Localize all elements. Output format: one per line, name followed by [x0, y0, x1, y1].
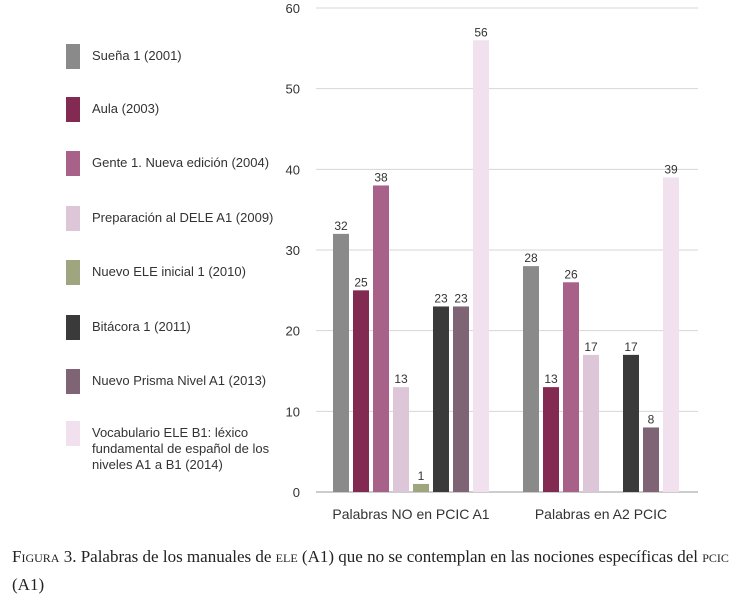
data-label: 17	[584, 340, 598, 354]
data-label: 28	[524, 251, 538, 265]
bar	[353, 290, 369, 492]
data-label: 38	[374, 170, 388, 184]
bar	[453, 306, 469, 492]
data-label: 26	[564, 267, 578, 281]
legend-swatch	[66, 44, 80, 69]
legend-swatch	[66, 151, 80, 176]
bar	[523, 266, 539, 492]
bar	[583, 354, 599, 492]
y-tick-label: 50	[286, 82, 300, 97]
chart-legend: Sueña 1 (2001) Aula (2003) Gente 1. Nueva …	[66, 0, 286, 520]
caption-number: 3.	[63, 547, 77, 566]
caption-abbr-ele: ele	[275, 547, 298, 566]
bar	[643, 427, 659, 492]
figure-caption: Figura 3. Palabras de los manuales de el…	[12, 543, 737, 599]
legend-label: Vocabulario ELE B1: léxico fundamental d…	[92, 425, 270, 472]
data-label: 23	[434, 291, 448, 305]
y-tick-label: 20	[286, 324, 300, 339]
data-label: 17	[624, 340, 638, 354]
y-tick-label: 40	[286, 162, 300, 177]
data-label: 8	[648, 412, 655, 426]
caption-abbr-pcic: pcic	[702, 547, 729, 566]
caption-text-3: (A1)	[12, 575, 45, 594]
data-label: 13	[394, 372, 408, 386]
y-tick-label: 60	[286, 1, 300, 16]
bar	[543, 387, 559, 492]
legend-swatch	[66, 260, 80, 285]
x-category-label: Palabras NO en PCIC A1	[332, 506, 489, 522]
data-label: 56	[474, 25, 488, 39]
bar	[623, 354, 639, 492]
y-tick-label: 10	[286, 404, 300, 419]
bar	[433, 306, 449, 492]
legend-label: Sueña 1 (2001)	[92, 48, 182, 63]
data-label: 32	[334, 219, 348, 233]
legend-label: Aula (2003)	[92, 101, 160, 116]
legend-label: Nuevo Prisma Nivel A1 (2013)	[92, 373, 267, 388]
caption-text-1: Palabras de los manuales de	[76, 547, 276, 566]
legend-swatch	[66, 206, 80, 231]
data-label: 23	[454, 291, 468, 305]
data-label: 25	[354, 275, 368, 289]
bar	[413, 483, 429, 492]
bar	[373, 185, 389, 492]
legend-swatch	[66, 421, 80, 446]
bar-chart: 0 10 20 30 40 50 60 32 28 25 13 38 26 13 17 1 23 17 23 8 56 3…	[286, 1, 698, 522]
legend-label: Preparación al DELE A1 (2009)	[92, 210, 274, 225]
y-tick-label: 30	[286, 243, 300, 258]
data-label: 13	[544, 372, 558, 386]
y-tick-label: 0	[293, 485, 300, 500]
data-label: 1	[418, 469, 425, 483]
legend-label: Gente 1. Nueva edición (2004)	[92, 155, 270, 170]
bar	[473, 40, 489, 493]
bar	[563, 282, 579, 492]
legend-swatch	[66, 97, 80, 122]
bar	[393, 387, 409, 492]
legend-swatch	[66, 315, 80, 340]
x-category-label: Palabras en A2 PCIC	[535, 506, 667, 522]
bar	[333, 233, 349, 492]
caption-label: Figura	[12, 547, 60, 566]
bar	[663, 177, 679, 492]
legend-swatch	[66, 369, 80, 394]
caption-text-2: (A1) que no se contemplan en las nocione…	[297, 547, 703, 566]
data-label: 39	[664, 162, 678, 176]
legend-label: Bitácora 1 (2011)	[92, 319, 191, 334]
legend-label: Nuevo ELE inicial 1 (2010)	[92, 264, 246, 279]
